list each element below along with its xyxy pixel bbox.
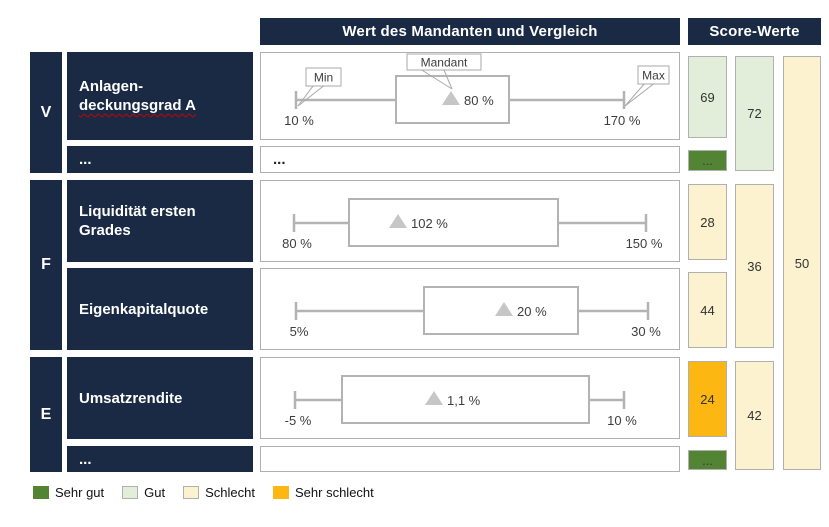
callout-box xyxy=(305,67,342,87)
boxplot-umsatzrendite: 1,1 % -5 % 10 % xyxy=(285,375,637,428)
min-value-label: 80 % xyxy=(282,236,312,251)
callout-label: Max xyxy=(642,69,665,83)
metric-label-anlagendeckungsgrad-a: Anlagen-deckungsgrad A xyxy=(67,52,253,140)
legend-item-sehr-gut: Sehr gut xyxy=(33,485,104,500)
metric-label-eigenkapitalquote: Eigenkapitalquote xyxy=(67,268,253,350)
mandant-marker-triangle xyxy=(389,214,407,228)
metric-label-line2: Grades xyxy=(79,222,131,239)
mandant-value-label: 80 % xyxy=(464,93,494,108)
score-cell-col1-69: 69 xyxy=(688,56,727,138)
chart-cell-liquiditaet-ersten-grades: 102 % 80 % 150 % xyxy=(260,180,680,262)
max-value-label: 30 % xyxy=(631,324,661,339)
mandant-marker-triangle xyxy=(442,91,460,105)
score-cell-col1-24: 24 xyxy=(688,361,727,437)
legend-swatch-schlecht-icon xyxy=(183,486,200,499)
score-cell-col1-dotsdotsdots: ... xyxy=(688,150,727,171)
legend-label: Schlecht xyxy=(205,485,255,500)
legend-label: Sehr gut xyxy=(55,485,105,500)
group-cell-v: V xyxy=(30,52,62,173)
callout-label: Min xyxy=(314,71,333,85)
legend-swatch-sehr-schlecht-icon xyxy=(273,486,289,499)
chart-cell-ellipsis-v: ... xyxy=(260,146,680,173)
callout-box xyxy=(637,65,670,85)
metric-label-line1: Liquidität ersten xyxy=(79,203,196,220)
legend-label: Sehr schlecht xyxy=(295,485,374,500)
chart-cell-umsatzrendite: 1,1 % -5 % 10 % xyxy=(260,357,680,439)
score-cell-col2-42: 42 xyxy=(735,361,774,470)
mandant-marker-triangle xyxy=(495,302,513,316)
score-cell-col2-72: 72 xyxy=(735,56,774,171)
legend-item-sehr-schlecht: Sehr schlecht xyxy=(273,485,374,500)
max-value-label: 170 % xyxy=(604,113,641,128)
score-cell-col1-28: 28 xyxy=(688,184,727,260)
legend-item-schlecht: Schlecht xyxy=(183,485,255,500)
metric-label-line2: deckungsgrad A xyxy=(79,97,196,114)
group-cell-f: F xyxy=(30,180,62,350)
mandant-value-label: 102 % xyxy=(411,216,448,231)
min-value-label: -5 % xyxy=(285,413,312,428)
header-score-werte: Score-Werte xyxy=(688,18,821,45)
callout-label: Mandant xyxy=(421,56,468,70)
metric-label-line1: ... xyxy=(79,151,92,168)
metric-label-ellipsis-v: ... xyxy=(67,146,253,173)
metric-label-ellipsis-e: ... xyxy=(67,446,253,472)
legend-swatch-gut-icon xyxy=(122,486,139,499)
metric-label-line1: Eigenkapitalquote xyxy=(79,300,209,318)
comparison-range-box xyxy=(348,198,559,247)
min-value-label: 10 % xyxy=(284,113,314,128)
min-value-label: 5% xyxy=(290,324,309,339)
callout-box xyxy=(406,53,482,71)
max-value-label: 10 % xyxy=(607,413,637,428)
score-cell-col1-dotsdotsdots: ... xyxy=(688,450,727,470)
legend-label: Gut xyxy=(144,485,166,500)
score-cell-col3-50: 50 xyxy=(783,56,821,470)
mandant-value-label: 20 % xyxy=(517,304,547,319)
metric-label-liquiditaet-ersten-grades: Liquidität ersten Grades xyxy=(67,180,253,262)
legend-item-gut: Gut xyxy=(122,485,165,500)
group-cell-e: E xyxy=(30,357,62,472)
boxplot-anlagendeckungsgrad-a: 80 % 10 % 170 % Min Mandant Max xyxy=(284,53,670,128)
score-cell-col1-44: 44 xyxy=(688,272,727,348)
score-cell-col2-36: 36 xyxy=(735,184,774,348)
chart-cell-ellipsis-e xyxy=(260,446,680,472)
metric-label-line1: Anlagen- xyxy=(79,78,144,95)
chart-cell-anlagendeckungsgrad-a: 80 % 10 % 170 % Min Mandant Max xyxy=(260,52,680,140)
header-wert-des-mandanten: Wert des Mandanten und Vergleich xyxy=(260,18,680,45)
comparison-range-box xyxy=(341,375,590,424)
legend-swatch-sehr-gut-icon xyxy=(33,486,49,499)
legend: Sehr gut Gut Schlecht Sehr schlecht xyxy=(33,485,374,500)
mandant-marker-triangle xyxy=(425,391,443,405)
metric-label-line1: Umsatzrendite xyxy=(79,389,183,407)
boxplot-liquiditaet-ersten-grades: 102 % 80 % 150 % xyxy=(282,198,663,251)
metric-label-line1: ... xyxy=(79,450,92,468)
boxplot-eigenkapitalquote: 20 % 5% 30 % xyxy=(290,286,661,339)
metric-label-umsatzrendite: Umsatzrendite xyxy=(67,357,253,439)
mandant-value-label: 1,1 % xyxy=(447,393,481,408)
max-value-label: 150 % xyxy=(626,236,663,251)
chart-cell-eigenkapitalquote: 20 % 5% 30 % xyxy=(260,268,680,350)
